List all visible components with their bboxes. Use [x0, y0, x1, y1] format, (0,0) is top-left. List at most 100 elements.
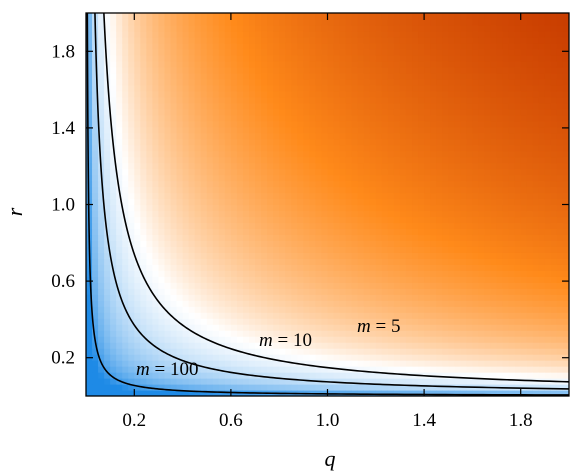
heatmap-cell [134, 144, 141, 152]
heatmap-cell [448, 18, 455, 26]
heatmap-cell [454, 336, 461, 343]
heatmap-cell [393, 384, 401, 391]
heatmap-cell [490, 48, 498, 56]
heatmap-cell [261, 210, 268, 218]
heatmap-cell [182, 114, 190, 122]
heatmap-cell [291, 126, 298, 134]
heatmap-cell [472, 30, 480, 38]
heatmap-cell [412, 282, 419, 289]
heatmap-cell [478, 60, 486, 68]
heatmap-cell [182, 366, 190, 373]
heatmap-cell [550, 342, 558, 349]
heatmap-cell [472, 132, 480, 140]
heatmap-cell [472, 78, 480, 86]
heatmap-cell [285, 144, 292, 152]
heatmap-cell [333, 66, 341, 74]
heatmap-cell [110, 342, 117, 349]
heatmap-cell [472, 120, 480, 128]
heatmap-cell [140, 348, 147, 355]
heatmap-cell [140, 84, 147, 92]
heatmap-cell [315, 156, 323, 164]
heatmap-cell [339, 318, 347, 325]
heatmap-cell [466, 258, 473, 265]
heatmap-cell [116, 13, 123, 20]
heatmap-cell [381, 312, 389, 319]
heatmap-cell [279, 366, 286, 373]
heatmap-cell [188, 204, 196, 212]
heatmap-cell [424, 198, 431, 206]
heatmap-cell [442, 90, 449, 98]
heatmap-cell [460, 48, 467, 56]
heatmap-cell [206, 228, 214, 236]
heatmap-cell [297, 186, 304, 194]
heatmap-cell [176, 24, 184, 32]
heatmap-cell [110, 156, 117, 164]
heatmap-cell [327, 354, 335, 361]
heatmap-cell [122, 234, 129, 241]
heatmap-cell [261, 162, 268, 170]
heatmap-cell [321, 114, 329, 122]
heatmap-cell [128, 324, 135, 331]
heatmap-cell [526, 324, 534, 331]
heatmap-cell [224, 192, 232, 200]
heatmap-cell [502, 312, 510, 319]
heatmap-cell [460, 330, 467, 337]
heatmap-cell [267, 270, 274, 277]
heatmap-cell [255, 60, 262, 68]
heatmap-cell [508, 282, 516, 289]
heatmap-cell [369, 114, 377, 122]
heatmap-cell [393, 258, 401, 265]
heatmap-cell [375, 78, 383, 86]
heatmap-cell [484, 36, 492, 44]
heatmap-cell [206, 354, 214, 361]
heatmap-cell [116, 204, 123, 212]
heatmap-cell [206, 384, 214, 391]
heatmap-cell [128, 288, 135, 295]
heatmap-cell [532, 288, 540, 295]
heatmap-cell [418, 366, 425, 373]
heatmap-cell [472, 150, 480, 158]
heatmap-cell [134, 168, 141, 176]
heatmap-cell [158, 138, 166, 146]
heatmap-cell [381, 252, 389, 259]
heatmap-cell [236, 300, 244, 307]
heatmap-cell [297, 300, 304, 307]
heatmap-cell [291, 270, 298, 277]
heatmap-cell [345, 288, 353, 295]
heatmap-cell [273, 228, 280, 236]
heatmap-cell [538, 84, 546, 92]
heatmap-cell [327, 60, 335, 68]
heatmap-cell [508, 228, 516, 236]
heatmap-cell [242, 150, 250, 158]
heatmap-cell [236, 246, 244, 253]
heatmap-cell [279, 60, 286, 68]
heatmap-cell [116, 60, 123, 68]
heatmap-cell [170, 372, 178, 379]
heatmap-cell [436, 210, 443, 218]
heatmap-cell [405, 384, 413, 391]
heatmap-cell [279, 156, 286, 164]
heatmap-cell [339, 246, 347, 253]
heatmap-cell [86, 390, 93, 396]
heatmap-cell [448, 294, 455, 301]
heatmap-cell [261, 90, 268, 98]
heatmap-cell [387, 78, 395, 86]
heatmap-cell [249, 168, 256, 176]
heatmap-cell [152, 186, 160, 194]
heatmap-cell [436, 294, 443, 301]
heatmap-cell [387, 120, 395, 128]
heatmap-cell [261, 198, 268, 206]
heatmap-cell [490, 192, 498, 200]
heatmap-cell [381, 282, 389, 289]
heatmap-cell [158, 72, 166, 80]
heatmap-cell [472, 66, 480, 74]
heatmap-cell [405, 258, 413, 265]
heatmap-cell [182, 306, 190, 313]
heatmap-cell [230, 204, 238, 212]
heatmap-cell [448, 252, 455, 259]
heatmap-cell [164, 42, 172, 50]
heatmap-cell [526, 54, 534, 62]
heatmap-cell [405, 210, 413, 218]
heatmap-cell [303, 18, 310, 26]
heatmap-cell [514, 18, 522, 26]
